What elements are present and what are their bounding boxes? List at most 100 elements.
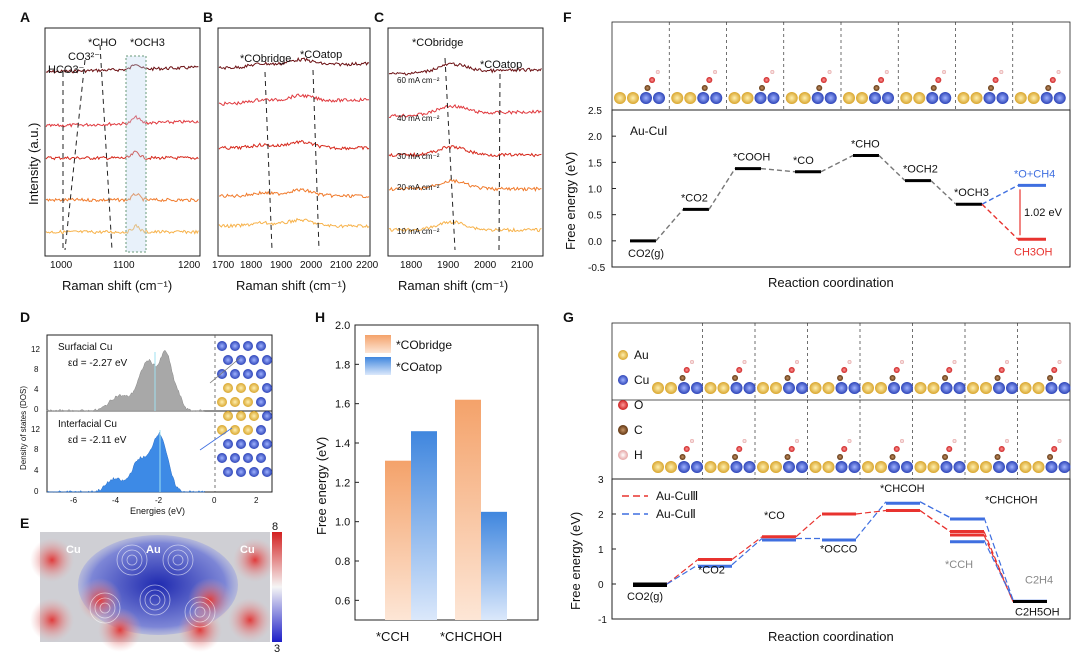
h-atom [1057, 360, 1062, 364]
o-atom [946, 367, 953, 373]
o-atom [736, 446, 743, 452]
g-connector [983, 539, 1014, 601]
h-atom [770, 70, 775, 74]
h-atom [795, 360, 799, 364]
d-cu-atom [236, 439, 246, 449]
g-ytick-label: -1 [598, 615, 607, 626]
h-yticks: 0.6 0.8 1.0 1.2 1.4 1.6 1.8 2.0 [335, 320, 359, 607]
panel-d: Surfacial Cu εd = -2.27 eV Interfacial C… [19, 334, 273, 516]
au-atom [1027, 92, 1040, 104]
panel-label-c: C [374, 9, 384, 25]
c-series-20: 20 mA cm⁻² [397, 183, 440, 192]
panel-b-traces [218, 56, 370, 229]
g-connector [731, 538, 763, 566]
atom-legend-label: O [634, 398, 643, 412]
c-atom [994, 375, 1001, 381]
g-connector [855, 501, 887, 539]
d-au-atom [249, 411, 259, 421]
d-cu-atom [223, 439, 233, 449]
cu-atom [1006, 461, 1018, 473]
au-atom [1032, 461, 1045, 473]
d-ytick-top-4: 4 [34, 385, 39, 394]
cu-atom [835, 382, 848, 394]
cu-atom [691, 382, 703, 394]
cu-atom [653, 92, 665, 104]
h-ytick-label: 1.6 [335, 399, 350, 411]
cu-legend-icon [618, 375, 628, 385]
d-cu-atom [262, 439, 272, 449]
co3-label: CO3²⁻ [68, 51, 100, 63]
atom-legend-label: C [634, 423, 643, 437]
cu-atom [869, 92, 881, 104]
b-xlabel: Raman shift (cm⁻¹) [236, 278, 346, 293]
d-xtick-4: 0 [212, 496, 217, 505]
e-contour [194, 606, 206, 618]
h-ytick-label: 0.8 [335, 556, 350, 568]
h-legend-icon [618, 450, 628, 460]
cu-atom [1058, 382, 1071, 394]
cu-atom [730, 382, 743, 394]
e-contour [139, 584, 171, 616]
g-connector [666, 559, 699, 585]
cu-atom [1045, 382, 1058, 394]
c-atom [701, 85, 708, 91]
raman-trace-2 [218, 93, 369, 106]
au-atom [809, 382, 822, 394]
raman-trace-4 [388, 178, 542, 192]
f-step-connector [878, 155, 906, 182]
raman-trace-1 [218, 56, 370, 71]
f-step-connector [820, 154, 854, 173]
f-branch-label: CH3OH [1014, 246, 1053, 258]
c-series-40: 40 mA cm⁻² [397, 114, 440, 123]
f-steps: CO2(g) *CO2 *COOH *CO *CHO *OCH2 *OCH3 *O+CH4 CH… [628, 139, 1063, 260]
o-atom [1049, 77, 1056, 83]
panel-e: Cu Au Cu 8 3 [30, 521, 282, 655]
au-atom [1014, 92, 1027, 104]
e-positive-region [30, 598, 74, 642]
cu-atom [848, 382, 861, 394]
o-atom [998, 367, 1005, 373]
panel-label-g: G [563, 309, 574, 325]
d-cu-atom [230, 369, 240, 379]
b-bridge-guide [264, 71, 273, 251]
c-atom [837, 375, 844, 381]
h-atom [847, 360, 852, 364]
c-atom [784, 375, 791, 381]
c-atom [1045, 85, 1052, 91]
e-contour [172, 554, 184, 566]
d-cu-atom [249, 355, 259, 365]
panel-label-b: B [203, 9, 213, 25]
cu-atom [835, 461, 848, 473]
d-cu-atom [262, 383, 272, 393]
c-atom [994, 454, 1001, 460]
au-atom [717, 382, 730, 394]
h-ytick-label: 2.0 [335, 320, 350, 332]
b-xtick-1: 1700 [212, 260, 235, 271]
cu-atom [888, 382, 900, 394]
d-cu-atom [230, 453, 240, 463]
d-cu-atom [256, 397, 266, 407]
h-cat-1: *CCH [376, 629, 409, 644]
cu-atom [996, 92, 1009, 104]
cu-atom [888, 461, 900, 473]
panel-label-h: H [315, 309, 325, 325]
co3-guide [64, 59, 86, 251]
panel-label-a: A [20, 9, 30, 25]
g-step-label: *CCH [945, 559, 973, 571]
panel-c-frame [387, 27, 544, 257]
h-legend-swatch-bridge [365, 335, 391, 353]
g-step-label: *CO [764, 510, 785, 522]
h-ytick-label: 1.0 [335, 517, 350, 529]
au-atom [770, 382, 782, 394]
d-au-atom [230, 397, 240, 407]
d-ytick-top-12: 12 [31, 345, 40, 354]
au-atom [980, 461, 992, 473]
d-au-atom [230, 425, 240, 435]
h-atom [1057, 439, 1062, 443]
e-contour [184, 596, 216, 628]
h-ytick-label: 1.2 [335, 477, 350, 489]
h-atom [884, 70, 889, 74]
h-atom [952, 360, 957, 364]
cu-atom [783, 382, 795, 394]
au-atom [704, 382, 717, 394]
